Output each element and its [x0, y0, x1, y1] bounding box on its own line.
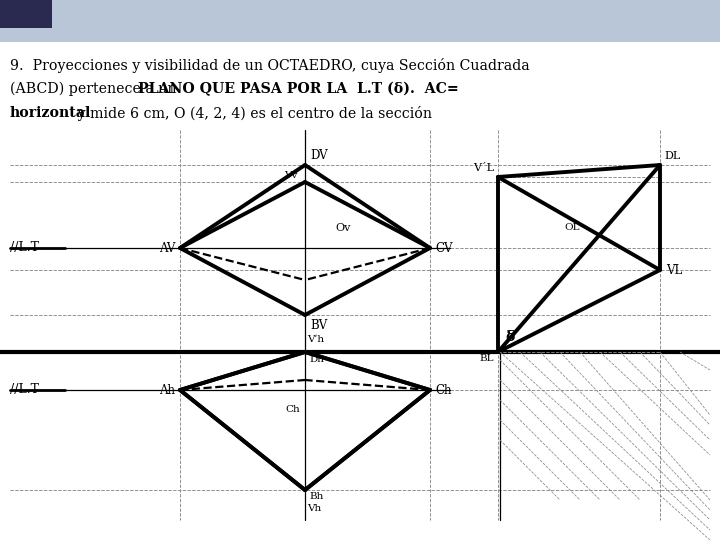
Text: OL: OL — [564, 223, 580, 232]
Text: Ov: Ov — [335, 223, 351, 233]
Text: VL: VL — [666, 264, 683, 276]
Bar — [0, 0, 52, 28]
Text: Bh: Bh — [309, 492, 323, 501]
Text: Vʹh: Vʹh — [307, 335, 324, 344]
Bar — [0, 0, 720, 42]
Text: (ABCD) pertenece a un: (ABCD) pertenece a un — [10, 82, 181, 97]
Text: Ah: Ah — [159, 383, 175, 396]
Text: CV: CV — [435, 241, 452, 254]
Text: Dh: Dh — [309, 355, 324, 364]
Text: BL: BL — [480, 354, 494, 363]
Text: AV: AV — [158, 241, 175, 254]
Text: Vv: Vv — [284, 171, 297, 180]
Text: δ̅: δ̅ — [505, 330, 514, 344]
Text: Ch: Ch — [285, 406, 300, 415]
Text: Ch: Ch — [435, 383, 451, 396]
Text: y mide 6 cm, O (4, 2, 4) es el centro de la sección: y mide 6 cm, O (4, 2, 4) es el centro de… — [73, 106, 432, 121]
Text: horizontal: horizontal — [10, 106, 91, 120]
Text: //L.T: //L.T — [10, 383, 43, 396]
Text: //L.T: //L.T — [10, 241, 43, 254]
Text: BV: BV — [310, 319, 328, 332]
Text: DV: DV — [310, 149, 328, 162]
Text: 9.  Proyecciones y visibilidad de un OCTAEDRO, cuya Sección Cuadrada: 9. Proyecciones y visibilidad de un OCTA… — [10, 58, 530, 73]
Text: Vh: Vh — [307, 504, 321, 513]
Text: PLANO QUE PASA POR LA  L.T (δ).  AC=: PLANO QUE PASA POR LA L.T (δ). AC= — [138, 82, 459, 96]
Text: V´L: V´L — [473, 163, 494, 173]
Text: DL: DL — [664, 151, 680, 161]
